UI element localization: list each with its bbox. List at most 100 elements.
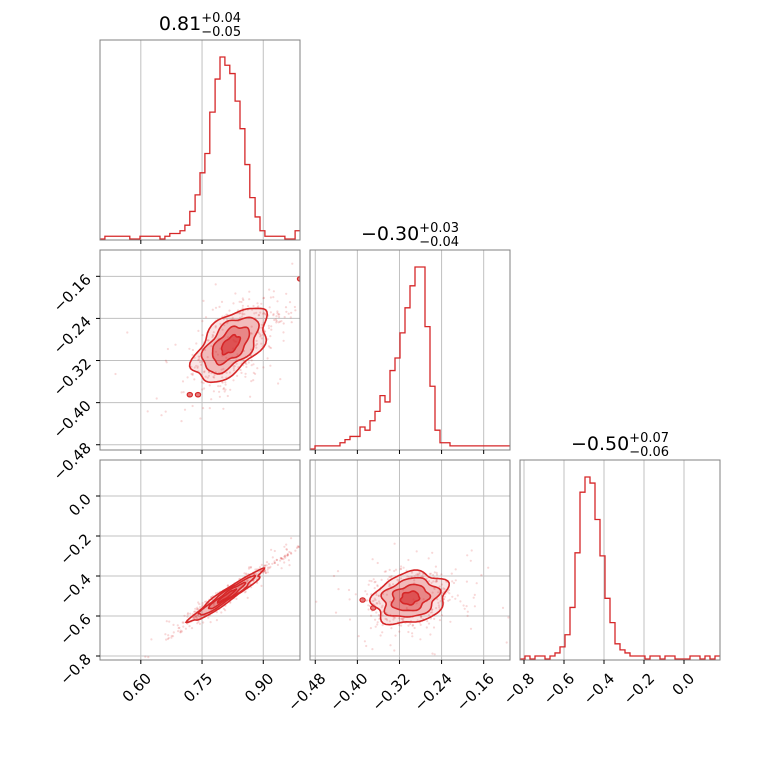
scatter-point [392, 583, 395, 586]
scatter-point [224, 381, 227, 384]
scatter-point [216, 353, 219, 356]
scatter-point [241, 313, 244, 316]
param-0-minus: −0.05 [201, 25, 241, 40]
scatter-point [232, 369, 235, 372]
scatter-point [278, 313, 281, 316]
scatter-point [192, 616, 195, 619]
scatter-point [377, 613, 380, 617]
hist-bin [350, 436, 355, 449]
scatter-point [250, 325, 253, 328]
scatter-point [273, 318, 276, 322]
scatter-point [378, 602, 381, 605]
scatter-point [427, 557, 430, 560]
tick-label-x: −0.16 [453, 670, 498, 715]
scatter-point [254, 372, 257, 375]
scatter-point [243, 591, 246, 594]
hist-bin [295, 231, 300, 239]
scatter-point [276, 300, 279, 303]
scatter-point [310, 300, 312, 302]
scatter-point [174, 343, 177, 346]
scatter-point [427, 622, 431, 625]
scatter-point [388, 575, 391, 579]
scatter-point [214, 592, 218, 595]
scatter-point [198, 606, 202, 609]
scatter-point [229, 601, 232, 604]
scatter-point [449, 620, 452, 623]
scatter-point [262, 366, 265, 369]
scatter-point [191, 404, 194, 408]
hist-bin [625, 653, 630, 659]
scatter-point [435, 580, 438, 583]
scatter-point [505, 641, 508, 644]
scatter-point [370, 580, 373, 583]
scatter-point [437, 604, 440, 607]
scatter-point [286, 552, 289, 556]
tick-label-y: −0.16 [50, 270, 95, 315]
scatter-point [276, 312, 279, 315]
scatter-point [459, 600, 462, 603]
scatter-point [267, 324, 270, 327]
scatter-point [262, 296, 266, 299]
scatter-point [211, 333, 214, 336]
scatter-point [196, 366, 199, 369]
scatter-point [269, 565, 272, 569]
scatter-point [186, 612, 190, 615]
scatter-point [260, 323, 263, 326]
scatter-point [376, 602, 379, 605]
scatter-point [260, 326, 263, 329]
scatter-point [440, 583, 443, 586]
scatter-point [279, 559, 282, 562]
param-1-minus: −0.04 [419, 235, 459, 250]
scatter-point [294, 549, 297, 552]
scatter-point [399, 568, 402, 571]
scatter-point [235, 358, 238, 361]
scatter-point [273, 561, 277, 565]
scatter-point [441, 592, 444, 595]
scatter-point [437, 601, 440, 605]
scatter-point [446, 590, 449, 594]
scatter-point [252, 304, 255, 308]
scatter-point [126, 331, 129, 334]
hist-bin [210, 112, 215, 239]
scatter-point [465, 580, 468, 583]
density-contour [216, 588, 238, 604]
scatter-point [264, 571, 267, 575]
scatter-point [247, 567, 251, 570]
scatter-point [225, 371, 228, 374]
scatter-point [402, 566, 405, 569]
scatter-point [182, 625, 185, 628]
hist-bin [415, 267, 420, 449]
scatter-point [308, 296, 310, 298]
scatter-point [196, 614, 199, 617]
scatter-point [245, 572, 248, 575]
scatter-points [315, 542, 510, 656]
scatter-point [236, 374, 239, 377]
scatter-point [258, 566, 262, 569]
scatter-point [389, 600, 392, 603]
scatter-point [249, 566, 252, 569]
scatter-point [155, 397, 158, 400]
scatter-point [301, 304, 303, 306]
scatter-point [147, 656, 150, 659]
hist-bin [560, 647, 565, 659]
scatter-point [264, 564, 267, 567]
scatter-point [177, 627, 180, 630]
scatter-point [171, 635, 175, 638]
scatter-point [284, 556, 287, 559]
scatter-point [219, 322, 222, 326]
hist-bin [195, 195, 200, 239]
param-1-median: −0.30 [361, 223, 419, 245]
scatter-point [319, 296, 321, 298]
scatter-point [207, 374, 211, 377]
scatter-point [284, 554, 287, 557]
scatter-point [164, 633, 167, 636]
scatter-point [428, 580, 431, 583]
scatter-point [452, 581, 456, 585]
param-0-plus: +0.04 [201, 11, 241, 26]
scatter-point [415, 573, 418, 576]
scatter-point [202, 299, 205, 302]
scatter-point [164, 410, 167, 413]
scatter-point [214, 283, 217, 286]
scatter-point [252, 363, 255, 366]
scatter-point [250, 348, 253, 351]
